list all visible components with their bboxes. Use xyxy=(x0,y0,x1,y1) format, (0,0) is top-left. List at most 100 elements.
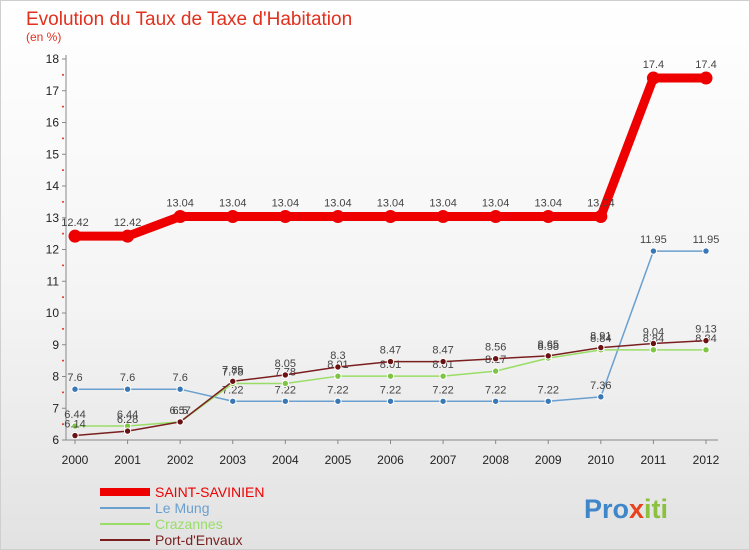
data-label: 11.95 xyxy=(693,234,720,246)
data-label: 8.05 xyxy=(275,358,296,370)
x-tick-label: 2003 xyxy=(219,453,246,467)
data-label: 8.91 xyxy=(590,331,611,343)
data-label: 17.4 xyxy=(695,59,716,71)
data-point xyxy=(71,422,79,430)
legend-entry: Le Mung xyxy=(100,500,209,516)
data-point xyxy=(334,372,342,380)
data-point xyxy=(68,229,82,243)
axes: 6 7 8 9 10 11 12 13 14 15 16 17 18 2000 2001 2002 2003 20… xyxy=(46,52,720,467)
data-point xyxy=(439,357,447,366)
data-point xyxy=(384,209,397,223)
y-minor-mark xyxy=(62,169,64,172)
data-point xyxy=(386,372,395,380)
data-point xyxy=(334,397,342,405)
x-tick-label: 2012 xyxy=(693,453,720,467)
data-label: 17.4 xyxy=(643,59,664,71)
y-minor-mark xyxy=(62,296,64,299)
data-point xyxy=(123,385,132,393)
data-label: 7.22 xyxy=(327,384,348,396)
data-point xyxy=(173,209,187,223)
data-label: 7.78 xyxy=(222,366,243,378)
series-port-d-envaux: 6.14 6.286.57.858.058.3 8.47 8.47 8.56 8.658.… xyxy=(64,324,717,440)
data-point xyxy=(649,247,658,255)
data-label: 13.04 xyxy=(587,197,615,209)
y-minor-mark xyxy=(62,423,64,426)
data-point xyxy=(229,377,237,385)
data-label: 13.04 xyxy=(482,197,510,209)
y-tick-label: 7 xyxy=(52,401,59,415)
y-tick-label: 6 xyxy=(52,433,59,447)
data-point xyxy=(386,357,395,366)
data-label: 7.85 xyxy=(222,364,243,376)
x-tick-label: 2004 xyxy=(272,453,299,467)
data-point xyxy=(123,427,132,435)
legend-label: Port-d'Envaux xyxy=(155,532,243,548)
legend-label: SAINT-SAVINIEN xyxy=(155,484,264,500)
x-tick-label: 2005 xyxy=(325,453,352,467)
data-label: 7.22 xyxy=(380,384,401,396)
data-point xyxy=(597,343,605,352)
y-tick-label: 15 xyxy=(46,147,60,161)
data-point xyxy=(541,209,555,223)
series-saint-savinien: 12.42 12.42 13.04 13.04 13.04 13.04 13.04 13.04… xyxy=(61,59,717,243)
data-point xyxy=(439,397,447,405)
data-point xyxy=(491,397,500,405)
data-point xyxy=(649,339,658,348)
x-tick-label: 2011 xyxy=(641,453,667,467)
data-point xyxy=(281,379,290,388)
y-tick-label: 12 xyxy=(46,243,60,257)
data-point xyxy=(436,209,450,223)
data-point xyxy=(489,209,503,223)
data-label: 6.57 xyxy=(169,405,190,417)
data-label: 13.04 xyxy=(219,197,247,209)
data-point xyxy=(281,397,290,405)
chart-title: Evolution du Taux de Taxe d'Habitation xyxy=(26,9,352,30)
data-label: 8.84 xyxy=(643,333,664,345)
data-point xyxy=(278,209,292,223)
x-tick-label: 2006 xyxy=(377,453,404,467)
chart-subtitle: (en %) xyxy=(26,30,61,44)
data-point xyxy=(491,355,500,363)
data-point xyxy=(649,346,658,354)
data-label: 13.04 xyxy=(324,197,352,209)
series-le-mung: 7.6 7.6 7.67.22 7.22 7.22 7.22 7.22 7.22 7.22 7.3… xyxy=(67,234,720,405)
data-label: 8.58 xyxy=(538,341,559,353)
data-label: 6.5 xyxy=(173,405,188,417)
data-label: 13.04 xyxy=(166,197,194,209)
legend-entry: Crazannes xyxy=(100,516,223,532)
data-label: 6.44 xyxy=(117,409,138,421)
data-label: 8.84 xyxy=(590,333,611,345)
data-label: 12.42 xyxy=(61,217,89,229)
data-point xyxy=(702,346,710,354)
data-label: 8.56 xyxy=(485,342,506,354)
data-point xyxy=(597,393,605,401)
data-point xyxy=(71,385,79,393)
data-point xyxy=(71,431,79,440)
x-tick-label: 2010 xyxy=(587,453,614,467)
y-minor-mark xyxy=(62,137,64,140)
data-label: 7.6 xyxy=(120,372,135,384)
data-label: 8.47 xyxy=(380,345,401,357)
data-label: 6.14 xyxy=(64,419,85,431)
x-tick-label: 2000 xyxy=(62,453,89,467)
series-layer: 7.6 7.6 7.67.22 7.22 7.22 7.22 7.22 7.22 7.22 7.3… xyxy=(61,59,720,440)
y-tick-label: 13 xyxy=(46,211,60,225)
logo-part2: x xyxy=(629,494,644,524)
data-label: 13.04 xyxy=(534,197,562,209)
data-point xyxy=(331,209,345,223)
y-tick-label: 10 xyxy=(46,306,60,320)
legend-label: Crazannes xyxy=(155,516,223,532)
data-point xyxy=(226,209,240,223)
data-label: 13.04 xyxy=(377,197,405,209)
data-label: 13.04 xyxy=(429,197,457,209)
x-tick-label: 2009 xyxy=(535,453,562,467)
y-tick-label: 11 xyxy=(47,274,60,288)
logo-part1: Pro xyxy=(584,494,629,524)
data-point xyxy=(544,397,552,405)
data-point xyxy=(229,397,237,405)
data-point xyxy=(491,367,500,375)
data-label: 7.36 xyxy=(590,380,611,392)
y-tick-label: 14 xyxy=(46,179,60,193)
data-point xyxy=(281,371,290,379)
